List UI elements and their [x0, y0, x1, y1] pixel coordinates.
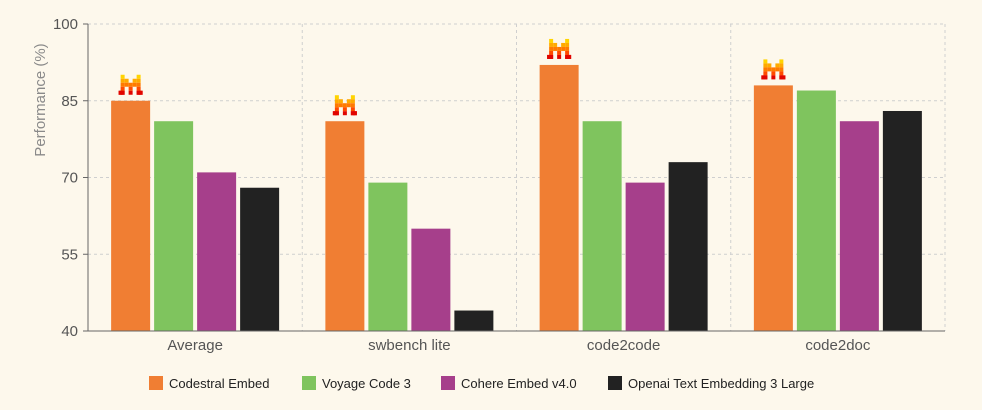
- annotations: [118, 38, 786, 116]
- bar: Voyage Code 3 — Average: 81: [154, 121, 194, 331]
- bar: Codestral Embed — swbench lite: 81: [325, 121, 365, 331]
- y-tick-label: 70: [61, 170, 78, 187]
- legend-swatch: [302, 376, 316, 390]
- mistral-logo-icon: [547, 38, 572, 59]
- x-tick-label: swbench lite: [368, 337, 451, 354]
- bar: Voyage Code 3 — code2code: 81: [582, 121, 622, 331]
- legend-label: Cohere Embed v4.0: [461, 376, 577, 391]
- legend-swatch: [441, 376, 455, 390]
- mistral-logo-icon: [761, 59, 786, 80]
- axes: 40 55 70 85 100 Average swbench lite code2code c…: [53, 16, 945, 354]
- y-axis-title: Performance (%): [32, 43, 49, 156]
- y-tick-label: 100: [53, 16, 78, 33]
- bar: Voyage Code 3 — code2doc: 87: [796, 90, 836, 332]
- bar: Codestral Embed — code2doc: 88: [753, 85, 793, 332]
- bar: Cohere Embed v4.0 — swbench lite: 60: [411, 228, 451, 331]
- mistral-logo-icon: [332, 95, 357, 116]
- bar: Cohere Embed v4.0 — code2code: 69: [625, 182, 665, 331]
- legend-item: Cohere Embed v4.0: [441, 376, 577, 391]
- legend-label: Openai Text Embedding 3 Large: [628, 376, 814, 391]
- y-tick-label: 40: [61, 323, 78, 340]
- legend: Codestral Embed Voyage Code 3 Cohere Embed…: [149, 376, 814, 391]
- bar: Cohere Embed v4.0 — code2doc: 81: [839, 121, 879, 331]
- x-tick-label: Average: [167, 337, 223, 354]
- legend-swatch: [608, 376, 622, 390]
- legend-item: Openai Text Embedding 3 Large: [608, 376, 814, 391]
- bar: Openai Text Embedding 3 Large — swbench …: [454, 310, 494, 331]
- bar: Voyage Code 3 — swbench lite: 69: [368, 182, 408, 331]
- legend-label: Voyage Code 3: [322, 376, 411, 391]
- bar: Cohere Embed v4.0 — Average: 71: [197, 172, 237, 331]
- legend-swatch: [149, 376, 163, 390]
- bar: Openai Text Embedding 3 Large — Average:…: [240, 187, 280, 331]
- bars: Codestral Embed — Average: 85Voyage Code…: [111, 64, 922, 332]
- y-tick-label: 85: [61, 93, 78, 110]
- legend-item: Voyage Code 3: [302, 376, 411, 391]
- bar: Openai Text Embedding 3 Large — code2cod…: [668, 162, 708, 331]
- x-tick-label: code2doc: [805, 337, 871, 354]
- x-tick-label: code2code: [587, 337, 660, 354]
- y-tick-label: 55: [61, 246, 78, 263]
- legend-item: Codestral Embed: [149, 376, 269, 391]
- mistral-logo-icon: [118, 74, 143, 95]
- legend-label: Codestral Embed: [169, 376, 269, 391]
- bar: Codestral Embed — Average: 85: [111, 100, 151, 331]
- bar: Codestral Embed — code2code: 92: [539, 64, 579, 331]
- bar: Openai Text Embedding 3 Large — code2doc…: [882, 110, 922, 331]
